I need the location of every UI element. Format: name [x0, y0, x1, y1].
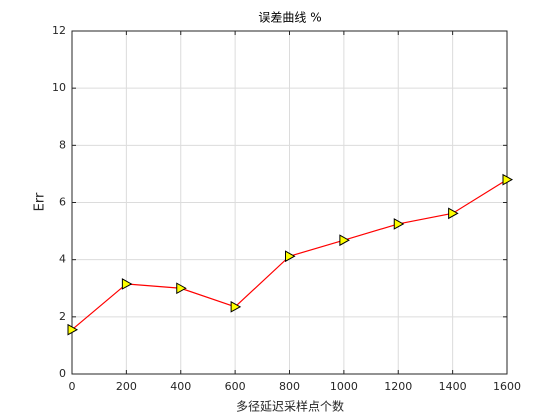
x-tick-label: 400: [170, 380, 191, 393]
y-tick-label: 12: [52, 24, 66, 37]
marker: [67, 323, 79, 336]
marker: [285, 250, 296, 263]
marker: [230, 300, 242, 313]
watermark: CSDN @简简单单做算法: [407, 390, 552, 406]
x-tick-label: 600: [225, 380, 246, 393]
marker: [502, 173, 514, 186]
y-tick-label: 10: [52, 81, 66, 94]
x-tick-label: 1200: [384, 380, 412, 393]
y-tick-label: 0: [59, 367, 66, 380]
y-axis-label: Err: [33, 192, 48, 211]
x-tick-label: 0: [69, 380, 76, 393]
y-tick-label: 2: [59, 310, 66, 323]
x-tick-label: 200: [116, 380, 137, 393]
marker: [176, 282, 187, 295]
marker: [339, 234, 350, 247]
x-axis-label: 多径延迟采样点个数: [236, 399, 344, 414]
x-tick-label: 1600: [493, 380, 521, 393]
chart-title: 误差曲线 %: [258, 11, 321, 25]
x-tick-label: 800: [279, 380, 300, 393]
x-tick-label: 1000: [330, 380, 358, 393]
plot-frame: [71, 30, 508, 375]
y-tick-label: 6: [59, 196, 66, 209]
y-tick-label: 4: [59, 253, 66, 266]
x-tick-label: 1400: [439, 380, 467, 393]
marker: [121, 278, 133, 290]
marker: [448, 207, 459, 220]
marker: [393, 218, 405, 230]
y-tick-label: 8: [59, 138, 66, 151]
